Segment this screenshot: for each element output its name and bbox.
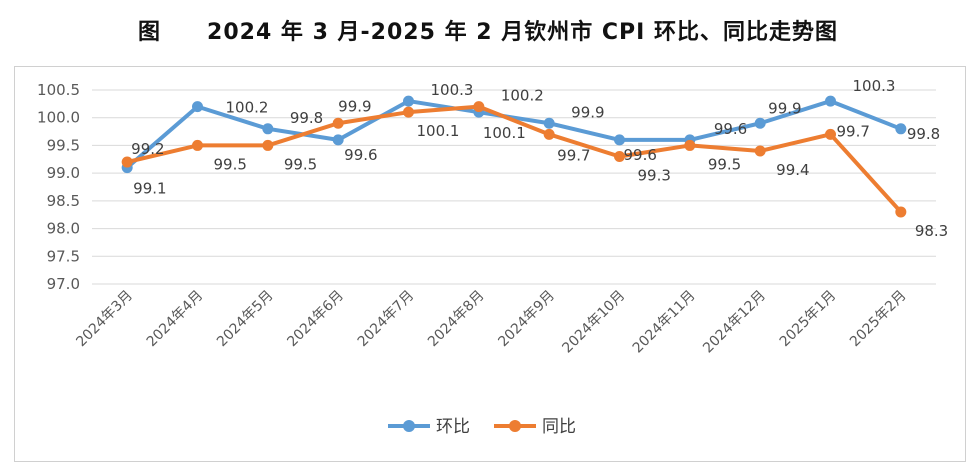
data-label: 99.6	[624, 146, 657, 164]
y-tick-label: 98.0	[47, 220, 80, 238]
data-point	[262, 139, 274, 151]
legend-marker	[403, 420, 415, 432]
series-line-yoy	[125, 104, 903, 214]
chart-frame	[14, 66, 966, 462]
x-tick-label: 2024年12月	[700, 288, 769, 357]
x-tick-label: 2024年7月	[355, 288, 418, 351]
data-label: 98.3	[915, 222, 948, 240]
y-axis-ticks: 97.0 97.5 98.0 98.5 99.0 99.5 100.0 100.5	[37, 81, 80, 293]
data-label: 99.9	[768, 99, 801, 117]
data-label: 100.2	[226, 99, 269, 117]
data-label: 99.1	[133, 180, 166, 198]
data-label: 99.2	[131, 140, 164, 158]
data-label: 100.2	[501, 87, 544, 105]
data-point	[684, 139, 696, 151]
y-tick-label: 99.0	[47, 164, 80, 182]
data-label: 99.7	[837, 122, 870, 140]
data-label: 100.3	[431, 81, 474, 99]
gridlines	[92, 89, 936, 285]
data-point	[543, 117, 555, 129]
chart-title: 图 2024 年 3 月-2025 年 2 月钦州市 CPI 环比、同比走势图	[138, 20, 838, 45]
data-point	[614, 134, 625, 146]
data-point	[825, 95, 836, 107]
series-line-mom	[125, 99, 903, 170]
data-label: 99.7	[557, 146, 590, 164]
data-label: 100.3	[853, 77, 896, 95]
x-tick-label: 2024年4月	[144, 288, 207, 351]
data-point	[543, 128, 555, 140]
data-label: 99.6	[714, 120, 747, 138]
data-point	[121, 156, 133, 168]
data-point	[403, 106, 414, 118]
data-label: 99.8	[907, 125, 940, 143]
data-point	[614, 151, 625, 163]
data-label: 99.9	[338, 97, 371, 115]
data-point	[825, 128, 836, 140]
x-tick-label: 2024年9月	[495, 288, 558, 351]
legend: 环比 同比	[388, 417, 576, 437]
x-tick-label: 2024年11月	[630, 288, 699, 357]
x-tick-label: 2024年8月	[425, 288, 488, 351]
data-label: 99.6	[344, 146, 377, 164]
data-label: 99.3	[638, 167, 671, 185]
x-tick-label: 2024年3月	[73, 288, 136, 351]
x-tick-label: 2025年1月	[777, 288, 840, 351]
data-label: 99.9	[571, 103, 604, 121]
data-label: 99.5	[708, 155, 741, 173]
y-tick-label: 100.5	[37, 81, 80, 99]
data-point	[895, 123, 907, 135]
x-tick-label: 2025年2月	[847, 288, 910, 351]
legend-marker	[509, 420, 521, 432]
data-point	[754, 145, 766, 157]
legend-label: 同比	[542, 417, 576, 437]
data-point	[473, 101, 485, 113]
y-tick-label: 99.5	[47, 136, 80, 154]
data-point	[332, 134, 344, 146]
x-tick-label: 2024年6月	[284, 288, 347, 351]
x-tick-label: 2024年5月	[214, 288, 277, 351]
y-tick-label: 98.5	[47, 192, 80, 210]
data-point	[192, 101, 203, 113]
y-tick-label: 97.5	[47, 247, 80, 265]
data-point	[262, 123, 274, 135]
y-tick-label: 97.0	[47, 275, 80, 293]
data-labels: 99.1 100.2 99.8 99.6 100.3 100.1 99.9 99.6 99.6 9…	[131, 77, 948, 240]
data-label: 100.1	[483, 124, 526, 142]
data-label: 99.8	[290, 109, 323, 127]
y-tick-label: 100.0	[37, 109, 80, 127]
data-label: 99.5	[214, 155, 247, 173]
data-label: 100.1	[417, 122, 460, 140]
x-axis-ticks: 2024年3月 2024年4月 2024年5月 2024年6月 2024年7月 2024年…	[73, 288, 909, 357]
x-tick-label: 2024年10月	[559, 288, 628, 357]
legend-label: 环比	[436, 417, 470, 437]
series	[121, 95, 907, 218]
data-point	[895, 206, 907, 218]
data-label: 99.4	[776, 161, 809, 179]
data-label: 99.5	[284, 155, 317, 173]
data-point	[332, 117, 344, 129]
data-point	[192, 139, 203, 151]
data-point	[754, 117, 766, 129]
data-point	[403, 95, 414, 107]
